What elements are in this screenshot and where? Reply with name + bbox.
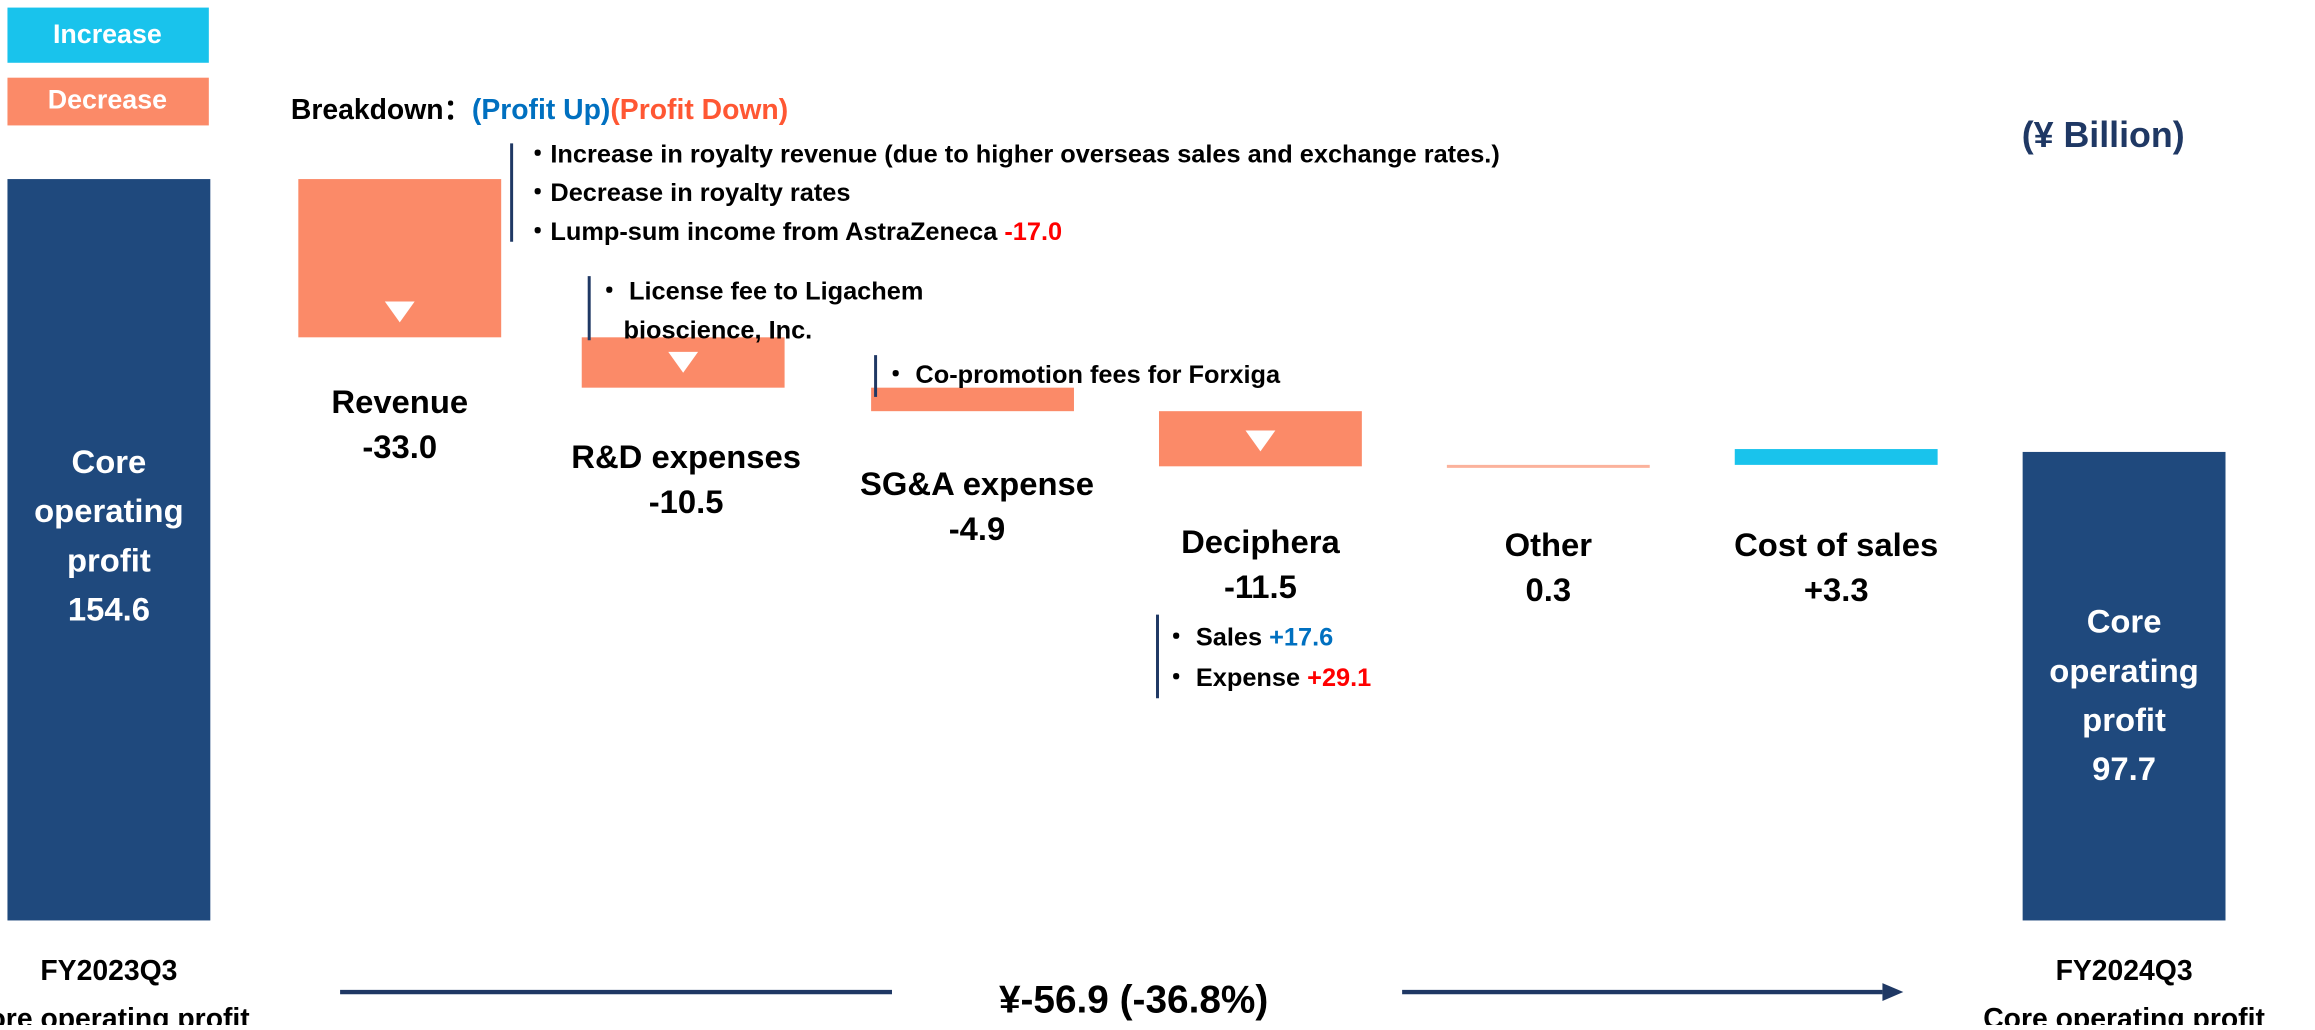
note: ・ License fee to Ligachem (597, 277, 924, 305)
bar-label-text: Core operating profit 97.7 (2023, 597, 2226, 794)
note-text: bioscience, Inc. (623, 316, 812, 344)
period: FY2024Q3 (2056, 955, 2193, 987)
value-label: +3.3 (1804, 571, 1869, 608)
category: Revenue (331, 383, 468, 420)
bar-label: Core operating profit 97.7 (2023, 597, 2226, 794)
value-label: 0.3 (1526, 571, 1572, 608)
category: Core operating profit (2049, 602, 2199, 739)
note: ・ Co-promotion fees for Forxiga (883, 361, 1281, 389)
bar (871, 387, 1074, 412)
note-text: ・ License fee to Ligachem (597, 277, 924, 305)
down-arrow (384, 301, 415, 323)
down-arrow (668, 351, 699, 373)
note-text: ・ Sales (1163, 623, 1269, 651)
note-text: ・Increase in royalty revenue (due to hig… (525, 140, 1500, 168)
note-text: ・ Co-promotion fees for Forxiga (883, 361, 1281, 389)
note-text: ・Decrease in royalty rates (525, 179, 850, 207)
period-caption: Core operating profit (0, 1003, 250, 1025)
arrow-head (1882, 983, 1904, 1002)
note-amount: +17.6 (1269, 623, 1333, 651)
value-label: -10.5 (649, 483, 724, 520)
bar (1734, 449, 1938, 465)
bar (1446, 464, 1650, 468)
note: ・ Expense +29.1 (1163, 664, 1371, 692)
change: ¥-56.9 (-36.8%) (999, 979, 1268, 1022)
value-label: 97.7 (2092, 750, 2157, 788)
note: bioscience, Inc. (623, 316, 812, 344)
note-text: ・ Expense (1163, 664, 1307, 692)
legend-label: Increase (53, 19, 162, 49)
value-label: -33.0 (362, 428, 437, 465)
bar-label: Core operating profit 154.6 (7, 437, 210, 634)
legend-swatch (7, 7, 209, 63)
period: FY2023Q3 (40, 955, 177, 987)
note-amount: -17.0 (1004, 218, 1062, 246)
note: ・Lump-sum income from AstraZeneca -17.0 (525, 218, 1062, 246)
legend-swatch (7, 77, 209, 126)
note: ・ Sales +17.6 (1163, 623, 1333, 651)
note-text: ・Lump-sum income from AstraZeneca (525, 218, 1004, 246)
bar (7, 179, 211, 921)
unit: (¥ Billion) (2022, 115, 2185, 155)
breakdown-label: Breakdown：(Profit Up)(Profit Down) (291, 94, 788, 126)
note: ・Decrease in royalty rates (525, 179, 850, 207)
period-caption: Core operating profit (1983, 1003, 2265, 1025)
category: Deciphera (1181, 523, 1340, 560)
note-amount: +29.1 (1307, 664, 1371, 692)
legend-label: Decrease (48, 85, 167, 115)
category: Other (1505, 526, 1593, 563)
note: ・Increase in royalty revenue (due to hig… (525, 140, 1500, 168)
bar-label-text: Core operating profit 154.6 (7, 437, 210, 634)
category: R&D expenses (571, 438, 801, 475)
value-label: -11.5 (1224, 568, 1297, 605)
category: Core operating profit (34, 443, 184, 579)
down-arrow (1245, 430, 1276, 452)
category: Cost of sales (1734, 526, 1938, 563)
category: SG&A expense (860, 465, 1094, 502)
value-label: -4.9 (949, 510, 1006, 547)
value-label: 154.6 (67, 590, 150, 629)
bar (2022, 451, 2226, 921)
